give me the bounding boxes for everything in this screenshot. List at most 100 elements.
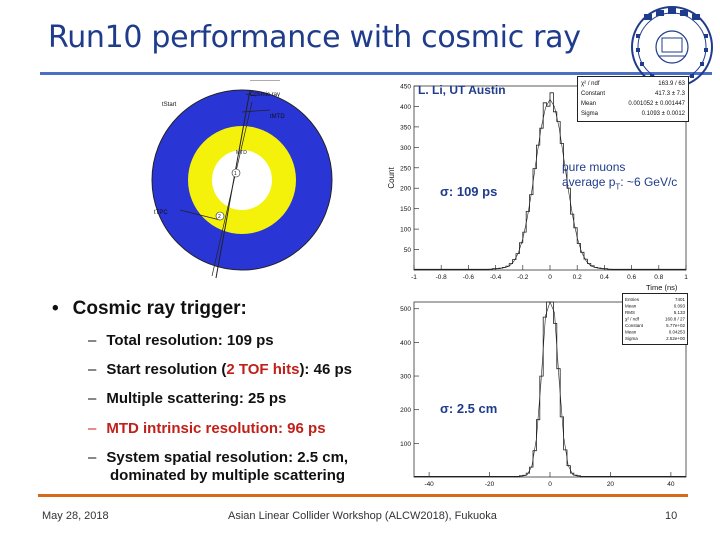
pure-muons-line1: pure muons [562,160,626,174]
x-tick-label: 40 [667,481,675,488]
slide-title: Run10 performance with cosmic ray [48,20,581,55]
x-tick-label: 0.4 [600,274,609,281]
y-tick-label: 300 [400,374,411,381]
stat-row-value: 5.77e+02 [666,323,685,328]
hit-2-marker [215,211,225,221]
stat-row-value: 5.133 [674,310,686,315]
label-mtd: MTD [236,150,247,156]
footer-date: May 28, 2018 [42,510,109,522]
y-axis-label: Count [387,167,396,189]
x-tick-label: -20 [485,481,495,488]
label-tstart: tStart [162,102,177,108]
stat-row-value: 163.9 / 63 [658,81,685,87]
y-tick-label: 200 [400,186,411,193]
label-hit-1: 1 [234,171,237,177]
dash: – [88,390,97,407]
label-cosmic-ray: Cosmic ray [250,92,280,98]
pointer-tstart [245,93,257,97]
stat-row-value: 417.3 ± 7.3 [655,91,686,97]
dash: – [88,449,97,466]
y-tick-label: 50 [404,247,412,254]
x-tick-label: 0.6 [627,274,636,281]
x-tick-label: -40 [424,481,434,488]
stat-row-key: χ² / ndf [581,81,600,87]
pure-muons-line2: average pT: ~6 GeV/c [562,175,677,194]
y-tick-label: 250 [400,165,411,172]
bullet-dot: • [52,298,59,319]
x-tick-label: -0.8 [436,274,448,281]
sigma-space-label: σ: 2.5 cm [440,401,498,416]
gaussian-fit-curve [414,301,686,477]
sub-spatial-line2: dominated by multiple scattering [110,467,346,484]
y-tick-label: 350 [400,124,411,131]
footer-page-number: 10 [665,510,678,522]
x-tick-label: 0 [548,274,552,281]
gaussian-fit-curve [414,98,686,270]
stat-row-value: 0.001052 ± 0.001447 [628,101,685,107]
x-tick-label: 0 [548,481,552,488]
sub-start-suffix: ): 46 ps [299,361,352,378]
x-tick-label: -1 [411,274,417,281]
sub-mtd-text: MTD intrinsic resolution: 96 ps [106,420,326,437]
stat-row-key: Constant [581,91,605,97]
detector-diagram: Cosmic ray tStart tMTD tTPC MTD 1 2 [151,80,333,279]
stat-row-key: Constant [625,323,644,328]
dash: – [88,361,97,378]
stat-row-value: 0.093 [674,304,686,309]
cosmic-ray-track-2 [211,101,253,277]
inner-region [212,150,272,210]
x-tick-label: 20 [607,481,615,488]
stat-row-value: 0.1093 ± 0.0012 [642,111,686,117]
timing-stats-box: χ² / ndf 163.9 / 63 Constant 417.3 ± 7.3… [577,76,689,122]
pure-muons-sub: T [615,182,621,192]
x-tick-label: 0.8 [654,274,663,281]
y-tick-label: 400 [400,104,411,111]
sub-spatial-resolution: – System spatial resolution: 2.5 cm, domin… [88,449,348,485]
y-tick-label: 150 [400,206,411,213]
footer-event: Asian Linear Collider Workshop (ALCW2018… [228,510,497,522]
sigma-time-label: σ: 109 ps [440,184,498,199]
y-tick-label: 200 [400,407,411,414]
label-ttpc: tTPC [154,210,168,216]
author-note: L. Li, UT Austin [418,83,506,97]
bullet-main-text: Cosmic ray trigger: [72,298,247,319]
y-tick-label: 450 [400,84,411,91]
y-tick-label: 100 [400,227,411,234]
sub-mtd-intrinsic: – MTD intrinsic resolution: 96 ps [88,420,326,438]
footer-rule [38,494,688,497]
stat-row-key: Mean [625,304,637,309]
stat-row-value: 160.8 / 27 [665,317,686,322]
y-tick-label: 400 [400,340,411,347]
dash: – [88,420,97,437]
sub-start-red: 2 TOF hits [226,361,300,378]
sub-spatial-line1: System spatial resolution: 2.5 cm, [106,449,349,466]
x-tick-label: -0.2 [517,274,529,281]
sub-multiple-text: Multiple scattering: 25 ps [106,390,287,407]
stat-row-key: Mean [625,330,637,335]
label-tmtd: tMTD [270,114,285,120]
pure-muons-prefix: average p [562,175,616,189]
stat-row-value: 7401 [675,297,686,302]
x-tick-label: 0.2 [573,274,582,281]
stat-row-key: Entries [625,297,640,302]
dash: – [88,332,97,349]
x-tick-label: -0.6 [463,274,475,281]
sub-total-resolution: – Total resolution: 109 ps [88,332,274,350]
y-tick-label: 300 [400,145,411,152]
stat-row-value: 2.52e+00 [666,336,685,341]
spatial-stats-box: Entries 7401 Mean 0.093 RMS 5.133 χ² / n… [622,293,688,345]
pointer-ttpc [179,209,221,221]
stat-row-key: Sigma [625,336,638,341]
pure-muons-note: pure muons average pT: ~6 GeV/c [562,160,677,194]
x-tick-label: 1 [684,274,688,281]
pointer-tmtd [241,109,271,113]
y-tick-label: 500 [400,306,411,313]
sub-start-resolution: – Start resolution (2 TOF hits): 46 ps [88,361,352,379]
stat-row-key: Mean [581,101,596,107]
stat-row-value: 0.04253 [669,330,686,335]
sub-total-text: Total resolution: 109 ps [106,332,274,349]
x-tick-label: -0.4 [490,274,502,281]
x-axis-label: Time (ns) [646,283,678,292]
pure-muons-suffix: : ~6 GeV/c [620,175,678,189]
y-tick-label: 100 [400,441,411,448]
